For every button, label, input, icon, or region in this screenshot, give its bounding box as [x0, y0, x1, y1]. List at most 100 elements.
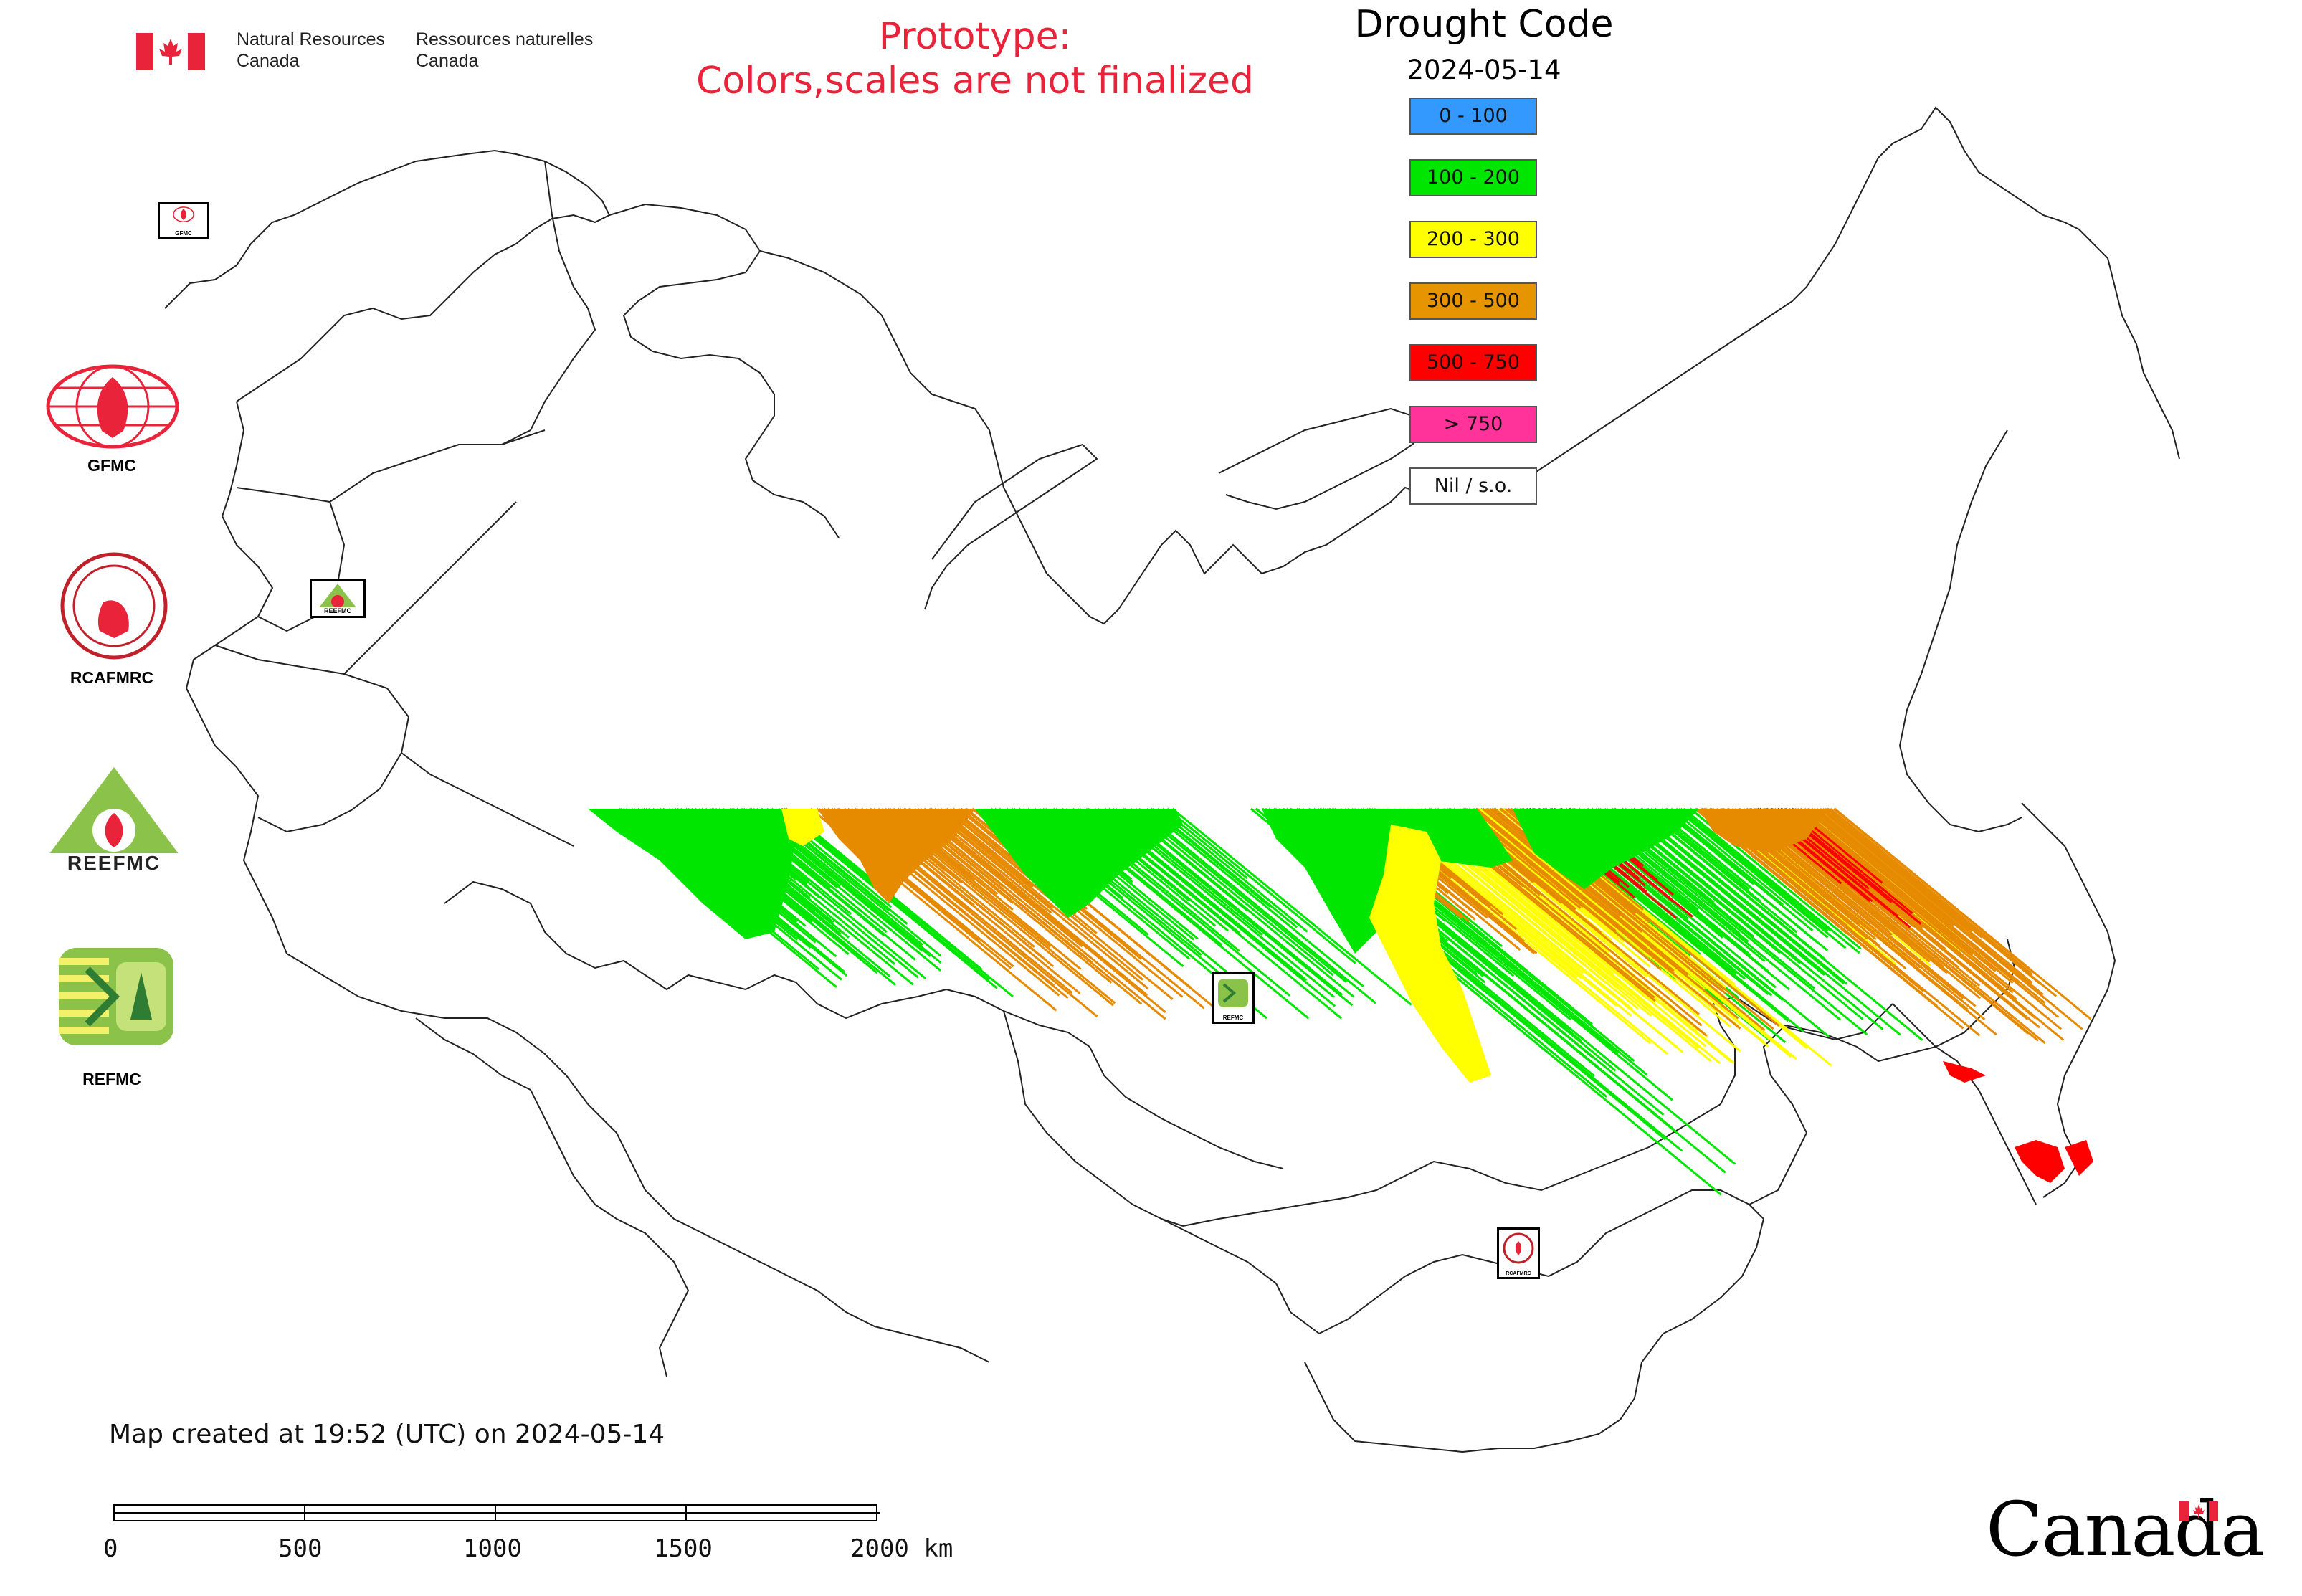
- scandinavia-outline: [164, 149, 611, 402]
- drought-streak: [1166, 807, 1356, 964]
- blob-orange-northeast: [1699, 809, 1828, 853]
- legend-item-4: 500 - 750: [1409, 344, 1537, 381]
- blob-red-1: [1943, 1061, 1986, 1083]
- prototype-notice: Prototype: Colors,scales are not finaliz…: [631, 14, 1319, 103]
- agency-label-gfmc: GFMC: [87, 456, 136, 475]
- kazakhstan-border: [444, 880, 1284, 1169]
- caucasus-border: [286, 953, 589, 1105]
- blob-yellow-center: [1369, 825, 1491, 1083]
- drought-streak: [1788, 807, 2014, 994]
- legend-item-label: Nil / s.o.: [1434, 475, 1513, 497]
- map-created-note: Map created at 19:52 (UTC) on 2024-05-14: [109, 1420, 665, 1449]
- drought-streak: [1830, 807, 2033, 976]
- drought-streak: [783, 807, 1014, 998]
- country-borders: [164, 106, 2180, 1453]
- legend-item-label: > 750: [1443, 413, 1503, 435]
- drought-streak: [919, 807, 1148, 997]
- drought-streak: [1478, 807, 1765, 1043]
- drought-streak: [1804, 807, 2060, 1019]
- drought-streak: [1473, 807, 1675, 974]
- legend-item-label: 100 - 200: [1427, 166, 1520, 189]
- refmc-sigma-icon: [59, 948, 173, 1045]
- drought-streak: [1475, 807, 1675, 972]
- kazakh-china-border: [1003, 1010, 1184, 1227]
- rcafmrc-marker-icon: [1503, 1232, 1534, 1264]
- mongolia-border: [1161, 1189, 1765, 1453]
- drought-streak: [933, 807, 1144, 981]
- reefmc-logo: [37, 766, 191, 873]
- blob-yellow-west: [781, 809, 824, 846]
- rcafmrc-marker-label: RCAFMRC: [1506, 1271, 1531, 1276]
- drought-streak: [1138, 807, 1376, 1004]
- legend-item-label: 500 - 750: [1427, 351, 1520, 374]
- drought-streak: [1485, 807, 1689, 976]
- blob-red-sakhalin: [2015, 1140, 2093, 1183]
- drought-streak: [1813, 807, 2083, 1030]
- legend-item-3: 300 - 500: [1409, 282, 1537, 320]
- scale-midline: [113, 1512, 880, 1514]
- western-border: [185, 401, 287, 954]
- nrcan-french-line1: Ressources naturelles: [416, 29, 594, 49]
- internal-border-2: [343, 501, 517, 675]
- scale-label-0: 0: [103, 1534, 118, 1563]
- drought-streak: [1670, 807, 1829, 939]
- reefmc-marker-label: REEFMC: [324, 607, 351, 614]
- scale-bar: [113, 1504, 880, 1524]
- map-marker-reefmc[interactable]: REEFMC: [310, 579, 366, 618]
- gfmc-marker-icon: [173, 206, 194, 223]
- nrcan-french-line2: Canada: [416, 51, 479, 71]
- canada-flag-icon: [136, 33, 205, 70]
- russia-mongolia-border: [1182, 995, 1893, 1227]
- drought-streak: [928, 807, 1149, 989]
- gfmc-logo: [44, 363, 181, 450]
- ukraine-border: [214, 645, 410, 833]
- map-marker-gfmc[interactable]: GFMC: [158, 202, 209, 239]
- drought-streak: [1663, 807, 1814, 931]
- drought-streak: [1797, 807, 1997, 972]
- drought-streak: [1654, 807, 1829, 951]
- prototype-line2: Colors,scales are not finalized: [695, 60, 1255, 103]
- drought-streak: [917, 807, 1166, 1014]
- internal-border-1: [329, 429, 546, 503]
- drought-streak: [1146, 807, 1364, 987]
- nrcan-french: Ressources naturelles Canada: [416, 29, 593, 72]
- kamchatka: [1898, 429, 2022, 833]
- canada-wordmark: Canada: [1986, 1486, 2265, 1573]
- map-marker-rcafmrc[interactable]: RCAFMRC: [1497, 1227, 1540, 1279]
- blob-green-northeast: [1513, 809, 1699, 889]
- central-asia-borders: [587, 1103, 990, 1363]
- novaya-zemlya: [924, 443, 1098, 610]
- legend-item-6: Nil / s.o.: [1409, 467, 1537, 505]
- gfmc-emblem-icon: [46, 364, 179, 449]
- refmc-logo: [59, 948, 173, 1045]
- map-marker-refmc[interactable]: REFMC: [1212, 972, 1255, 1024]
- legend-title: Drought Code: [1354, 3, 1614, 46]
- drought-streak: [1822, 807, 1973, 933]
- internal-border-3: [401, 752, 574, 847]
- agency-label-refmc: REFMC: [82, 1070, 141, 1088]
- drought-streak: [1171, 807, 1412, 1006]
- drought-streak: [1834, 807, 2092, 1020]
- legend-item-1: 100 - 200: [1409, 159, 1537, 196]
- drought-streak: [1827, 807, 2058, 997]
- nrcan-signature: Natural Resources Canada Ressources natu…: [136, 27, 602, 77]
- legend-item-5: > 750: [1409, 406, 1537, 443]
- scale-label-2000: 2000 km: [850, 1534, 953, 1563]
- drought-streak: [1683, 807, 1860, 954]
- primorye-coast: [1892, 1003, 2037, 1205]
- nrcan-english: Natural Resources Canada: [237, 29, 385, 72]
- legend-item-label: 0 - 100: [1439, 105, 1508, 127]
- drought-streak: [1156, 807, 1308, 933]
- kazakhstan-south: [415, 1017, 690, 1377]
- prototype-line1: Prototype:: [878, 15, 1072, 58]
- legend-item-label: 300 - 500: [1427, 290, 1520, 312]
- drought-streak: [1464, 807, 1662, 971]
- drought-streak: [908, 807, 1166, 1020]
- drought-streak: [1624, 807, 1901, 1036]
- arctic-coast: [759, 143, 1893, 625]
- agency-label-rcafmrc: RCAFMRC: [70, 668, 154, 687]
- drought-streak: [1134, 807, 1348, 983]
- drought-streak: [1811, 807, 1955, 926]
- scale-label-1000: 1000: [463, 1534, 522, 1563]
